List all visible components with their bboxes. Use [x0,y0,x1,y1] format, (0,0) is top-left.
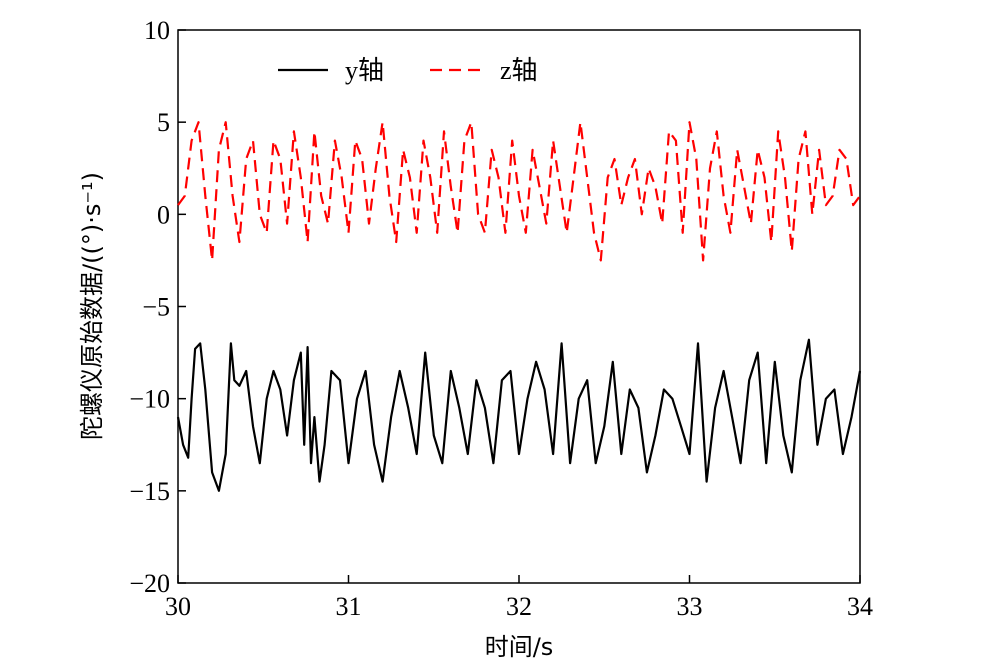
y-tick-label: −5 [142,293,170,322]
x-axis: 30 31 32 33 34 [165,575,873,621]
legend-label-z: z轴 [500,56,538,85]
x-tick-label: 30 [165,592,191,621]
y-tick-label: 0 [157,200,170,229]
x-tick-label: 32 [506,592,532,621]
series-line-y-axis [176,338,862,492]
plot-frame [177,29,861,584]
y-tick-label: −10 [129,385,170,414]
x-tick-label: 33 [677,592,703,621]
y-tick-label: −20 [129,569,170,598]
y-tick-label: 5 [157,108,170,137]
legend-label-y: y轴 [345,56,384,85]
x-tick-label: 34 [847,592,873,621]
plot-series [176,121,862,492]
series-line-z-axis [177,121,861,262]
y-tick-label: −15 [129,477,170,506]
legend: y轴 z轴 [278,56,538,85]
x-axis-title: 时间/s [485,633,554,661]
x-tick-label: 31 [336,592,362,621]
y-axis: 10 5 0 −5 −10 −15 −20 [129,16,186,598]
y-axis-title: 陀螺仪原始数据/((°)·s⁻¹) [78,172,106,440]
y-tick-label: 10 [144,16,170,45]
